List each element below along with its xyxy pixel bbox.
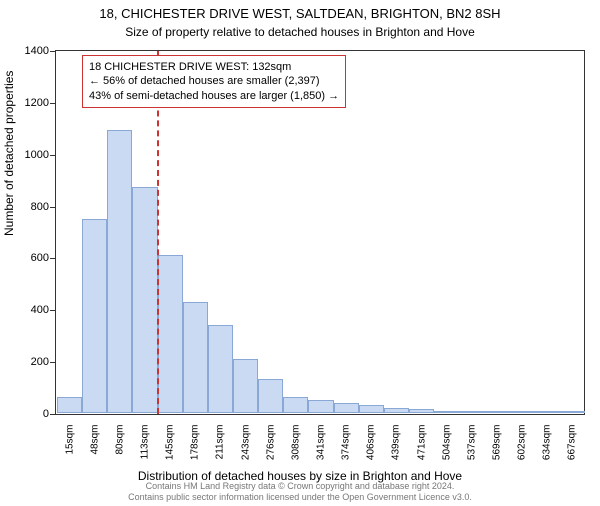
- bar: [334, 403, 359, 413]
- y-tick-label: 1400: [9, 45, 49, 57]
- bar: [283, 397, 308, 413]
- info-line-3: 43% of semi-detached houses are larger (…: [89, 89, 339, 103]
- bar: [535, 411, 560, 413]
- bar: [258, 379, 283, 413]
- bar: [409, 409, 434, 413]
- x-tick-label: 471sqm: [416, 425, 427, 475]
- x-tick-label: 634sqm: [542, 425, 553, 475]
- x-tick-label: 145sqm: [165, 425, 176, 475]
- x-tick-label: 374sqm: [341, 425, 352, 475]
- y-tick-label: 200: [9, 356, 49, 368]
- x-tick-label: 48sqm: [89, 425, 100, 475]
- bar: [560, 411, 585, 413]
- x-tick-label: 439sqm: [391, 425, 402, 475]
- x-tick-label: 243sqm: [240, 425, 251, 475]
- x-tick-label: 308sqm: [290, 425, 301, 475]
- bar: [233, 359, 258, 413]
- x-tick-label: 504sqm: [441, 425, 452, 475]
- x-tick-label: 406sqm: [366, 425, 377, 475]
- x-tick-label: 569sqm: [492, 425, 503, 475]
- x-tick-label: 667sqm: [567, 425, 578, 475]
- x-tick-label: 15sqm: [64, 425, 75, 475]
- info-box: 18 CHICHESTER DRIVE WEST: 132sqm ← 56% o…: [82, 55, 346, 108]
- bar: [57, 397, 82, 413]
- credits-line-1: Contains HM Land Registry data © Crown c…: [0, 481, 600, 492]
- bar: [308, 400, 333, 413]
- bar: [484, 411, 509, 413]
- info-line-2: ← 56% of detached houses are smaller (2,…: [89, 74, 339, 88]
- bar: [107, 130, 132, 413]
- chart-title: 18, CHICHESTER DRIVE WEST, SALTDEAN, BRI…: [0, 6, 600, 23]
- bar: [359, 405, 384, 413]
- bar: [384, 408, 409, 413]
- bar: [510, 411, 535, 413]
- x-tick-label: 341sqm: [316, 425, 327, 475]
- bar: [132, 187, 157, 413]
- y-tick-label: 0: [9, 408, 49, 420]
- bar: [434, 411, 459, 413]
- chart-subtitle: Size of property relative to detached ho…: [0, 25, 600, 39]
- y-tick-label: 600: [9, 252, 49, 264]
- x-tick-label: 178sqm: [190, 425, 201, 475]
- x-tick-label: 276sqm: [265, 425, 276, 475]
- x-tick-label: 537sqm: [466, 425, 477, 475]
- x-tick-label: 80sqm: [114, 425, 125, 475]
- plot-area: 18 CHICHESTER DRIVE WEST: 132sqm ← 56% o…: [55, 50, 585, 415]
- credits-line-2: Contains public sector information licen…: [0, 492, 600, 503]
- y-tick-label: 400: [9, 304, 49, 316]
- bar: [459, 411, 484, 413]
- y-tick-label: 800: [9, 201, 49, 213]
- x-tick-label: 602sqm: [517, 425, 528, 475]
- x-tick-label: 211sqm: [215, 425, 226, 475]
- chart-container: 18 CHICHESTER DRIVE WEST: 132sqm ← 56% o…: [55, 50, 585, 415]
- info-line-1: 18 CHICHESTER DRIVE WEST: 132sqm: [89, 60, 339, 74]
- x-tick-label: 113sqm: [140, 425, 151, 475]
- bar: [183, 302, 208, 413]
- bar: [208, 325, 233, 413]
- bar: [158, 255, 183, 413]
- bar: [82, 219, 107, 413]
- y-tick-label: 1000: [9, 149, 49, 161]
- y-tick-label: 1200: [9, 97, 49, 109]
